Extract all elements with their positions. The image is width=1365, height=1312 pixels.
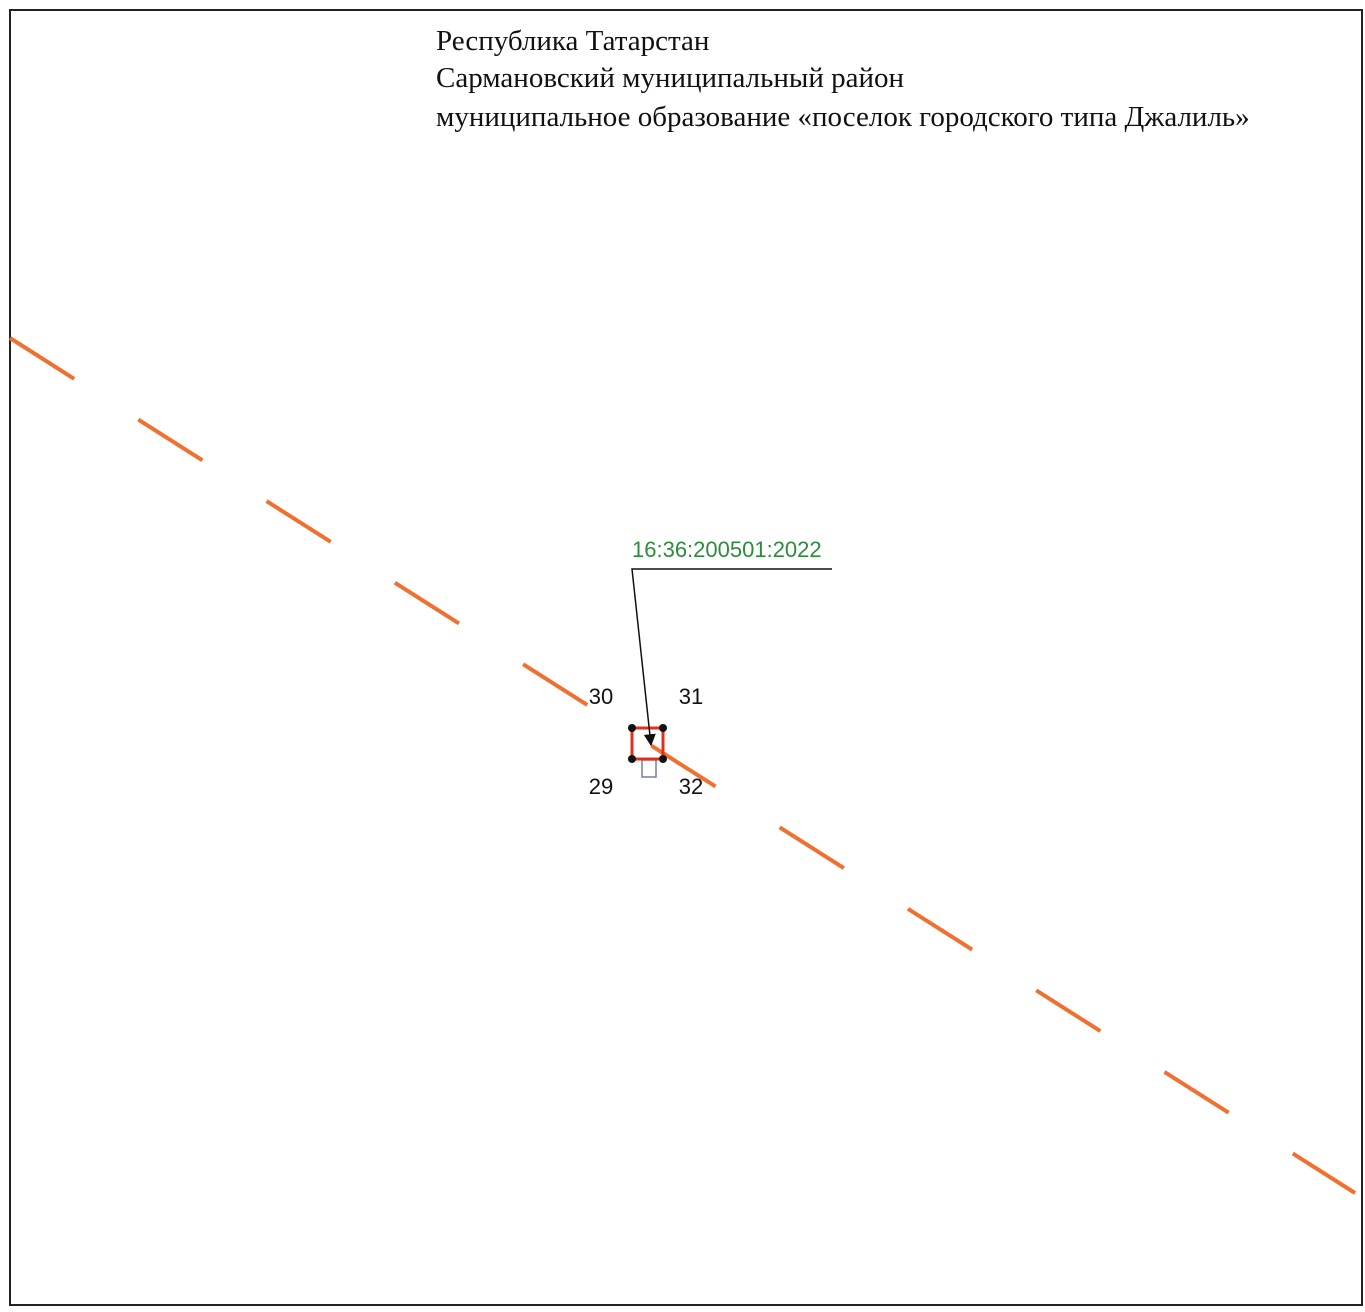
point-label: 29 bbox=[589, 774, 613, 799]
cadastral-number: 16:36:200501:2022 bbox=[632, 537, 822, 562]
boundary-line bbox=[8, 336, 1357, 1195]
parcel bbox=[630, 726, 665, 761]
header-line: муниципальное образование «поселок город… bbox=[436, 101, 1250, 133]
header-line: Республика Татарстан bbox=[436, 25, 709, 57]
vertex bbox=[628, 724, 636, 732]
leader-line bbox=[631, 568, 832, 747]
vertex bbox=[659, 724, 667, 732]
building bbox=[641, 759, 657, 778]
vertex bbox=[659, 755, 667, 763]
frame bbox=[9, 9, 1363, 1306]
point-label: 30 bbox=[589, 684, 613, 709]
point-label: 32 bbox=[679, 774, 703, 799]
vertex bbox=[628, 755, 636, 763]
point-label: 31 bbox=[679, 684, 703, 709]
header-line: Сармановский муниципальный район bbox=[436, 62, 904, 94]
